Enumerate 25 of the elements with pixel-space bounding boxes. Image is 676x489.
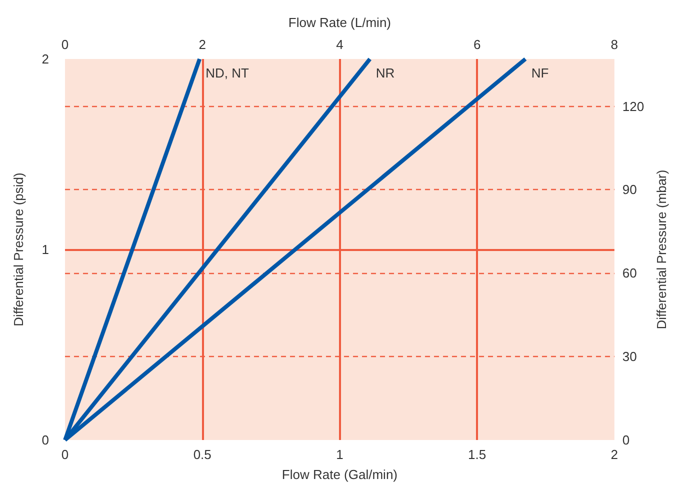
y-tick-label: 0 [42, 432, 49, 448]
x2-tick-label: 6 [473, 37, 481, 52]
y2-tick-label: 60 [622, 266, 637, 281]
y-axis-title: Differential Pressure (psid) [11, 172, 26, 326]
y-tick-label: 2 [42, 52, 49, 66]
x2-tick-label: 0 [61, 37, 69, 52]
series-label: ND, NT [206, 66, 249, 80]
x-tick-label: 0 [61, 447, 69, 462]
x2-tick-label: 2 [198, 37, 206, 52]
x2-axis-title: Flow Rate (L/min) [288, 15, 391, 30]
series-label: NF [531, 66, 549, 80]
x-tick-label: 2 [610, 447, 618, 462]
x-tick-label: 1 [336, 447, 344, 462]
y2-tick-label: 120 [622, 98, 644, 114]
y2-tick-label: 0 [622, 432, 630, 448]
y-tick-label: 1 [42, 242, 49, 257]
x-tick-label: 0.5 [193, 447, 212, 462]
y2-tick-label: 30 [622, 349, 637, 364]
y2-axis-title: Differential Pressure (mbar) [654, 170, 669, 330]
x-axis-title: Flow Rate (Gal/min) [282, 467, 398, 482]
series-label: NR [376, 66, 395, 80]
x2-tick-label: 8 [610, 37, 618, 52]
x2-tick-label: 4 [336, 37, 344, 52]
y2-tick-label: 90 [622, 182, 637, 198]
x-tick-label: 1.5 [468, 447, 486, 462]
